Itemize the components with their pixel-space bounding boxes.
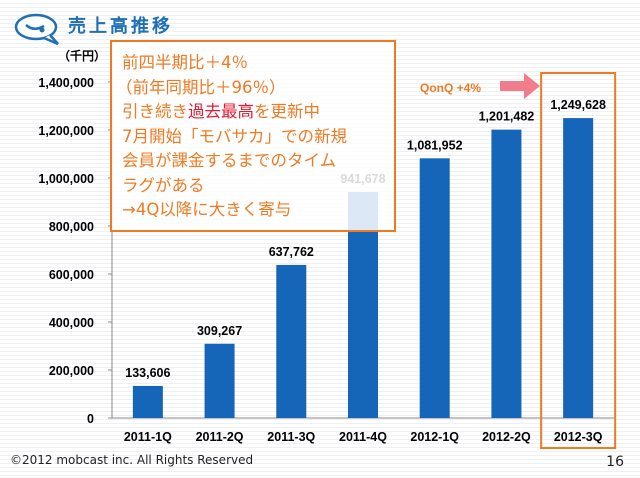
- annotation-line: 前四半期比＋4％: [122, 53, 248, 72]
- data-label: 133,606: [125, 366, 170, 380]
- bar: [491, 129, 522, 418]
- data-label: 637,762: [269, 245, 314, 259]
- y-tick-label: 1,400,000: [38, 76, 94, 90]
- data-label: 309,267: [197, 324, 242, 338]
- data-label: 1,201,482: [479, 110, 535, 124]
- y-tick-label: 400,000: [49, 316, 94, 330]
- annotation-highlight: 過去最高: [188, 102, 254, 121]
- bar: [132, 385, 163, 418]
- annotation-line: ラグがある: [122, 175, 205, 195]
- data-label: 1,081,952: [407, 138, 463, 152]
- y-tick-label: 600,000: [49, 268, 94, 282]
- bar: [276, 264, 307, 418]
- copyright: ©2012 mobcast inc. All Rights Reserved: [10, 453, 254, 467]
- y-tick-label: 0: [87, 412, 94, 426]
- x-tick-label: 2011-1Q: [124, 430, 172, 444]
- x-tick-label: 2011-3Q: [267, 430, 315, 444]
- x-tick-label: 2012-3Q: [554, 430, 603, 444]
- y-tick-label: 200,000: [49, 364, 94, 378]
- y-tick-label: 800,000: [49, 220, 94, 234]
- annotation-line: 会員が課金するまでのタイム: [122, 151, 337, 170]
- y-tick-label: 1,200,000: [38, 124, 94, 138]
- y-tick-label: 1,000,000: [38, 172, 94, 186]
- annotation-line: 引き続き過去最高を更新中: [122, 100, 394, 125]
- bar: [419, 158, 450, 418]
- annotation-text: を更新中: [254, 102, 320, 121]
- highlight-box: [540, 72, 617, 449]
- qonq-label: QonQ +4%: [420, 81, 481, 95]
- x-tick-label: 2012-1Q: [410, 430, 459, 444]
- annotation-box: 前四半期比＋4％ （前年同期比＋96％） 引き続き過去最高を更新中 7月開始「モ…: [110, 40, 396, 232]
- x-tick-label: 2011-4Q: [339, 430, 387, 444]
- page-number: 16: [606, 454, 624, 470]
- annotation-line: 7月開始「モバサカ」での新規: [122, 126, 347, 146]
- annotation-line: （前年同期比＋96％）: [116, 77, 286, 97]
- speech-bubble-icon: [14, 13, 59, 46]
- y-axis-unit: （千円）: [58, 49, 107, 63]
- data-label: 1,249,628: [550, 98, 606, 112]
- page-title: 売上高推移: [68, 16, 173, 37]
- bar: [563, 118, 594, 418]
- x-tick-label: 2012-2Q: [482, 430, 531, 444]
- x-tick-label: 2011-2Q: [196, 430, 244, 444]
- annotation-line: →4Q以降に大きく寄与: [122, 200, 292, 219]
- annotation-text: 引き続き: [122, 102, 188, 121]
- arrow-icon: [500, 73, 540, 99]
- bar: [204, 343, 235, 418]
